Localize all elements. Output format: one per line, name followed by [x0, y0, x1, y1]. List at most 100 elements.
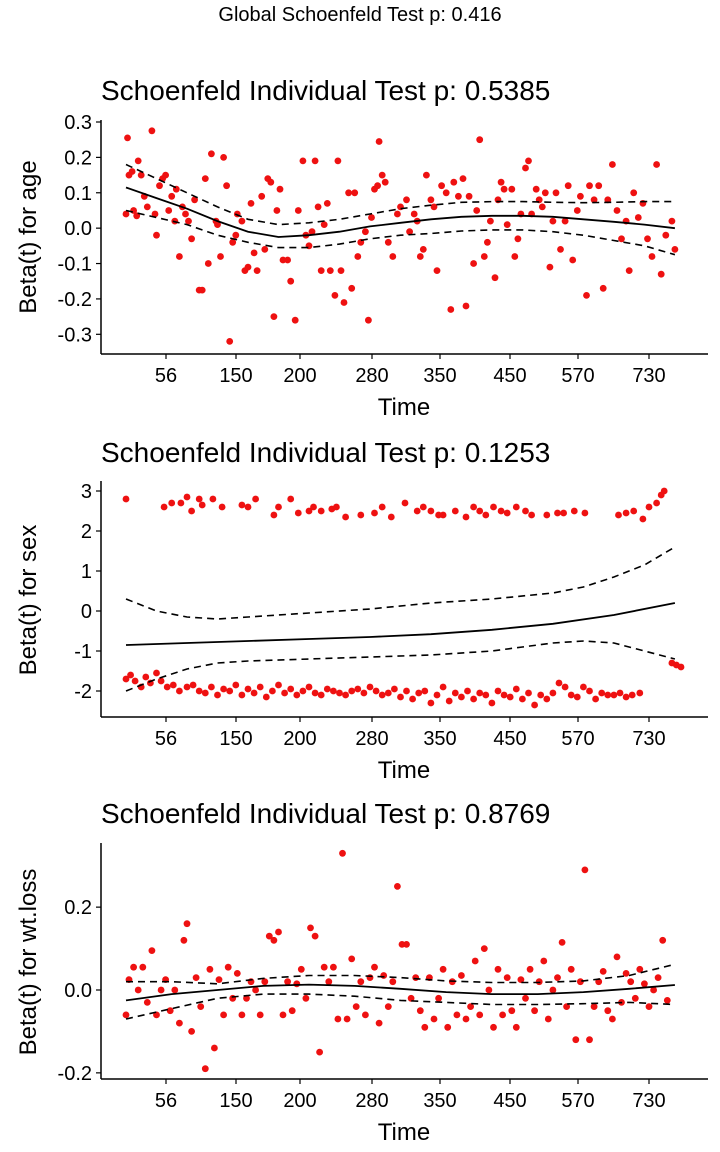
- x-tick-label: 150: [219, 728, 252, 750]
- data-point: [211, 1044, 218, 1052]
- data-point: [182, 210, 189, 218]
- data-point: [480, 945, 488, 952]
- data-point: [317, 507, 325, 515]
- data-point: [163, 683, 171, 691]
- data-point: [415, 689, 423, 697]
- data-point: [256, 683, 264, 691]
- data-point: [122, 210, 130, 218]
- data-point: [438, 182, 445, 190]
- data-point: [537, 691, 545, 699]
- data-point: [183, 683, 191, 691]
- data-point: [514, 235, 522, 243]
- data-point: [252, 495, 259, 503]
- data-point: [406, 228, 413, 236]
- data-point: [470, 503, 477, 511]
- data-point: [668, 217, 676, 225]
- data-point: [484, 238, 491, 246]
- data-point: [583, 292, 590, 299]
- data-point: [171, 986, 179, 994]
- data-point: [143, 999, 151, 1006]
- y-tick-label: 0.1: [64, 183, 92, 205]
- y-tick-label: 0: [81, 601, 92, 623]
- data-point: [476, 136, 484, 144]
- data-point: [427, 699, 435, 707]
- confidence-band-upper: [125, 546, 676, 620]
- data-point: [127, 671, 134, 679]
- data-point: [188, 1028, 196, 1035]
- data-point: [269, 687, 276, 695]
- data-point: [253, 267, 261, 274]
- y-tick-label: 2: [81, 521, 92, 543]
- data-point: [378, 171, 386, 179]
- data-point: [374, 182, 381, 190]
- data-point: [262, 693, 270, 701]
- data-point: [238, 217, 246, 225]
- data-point: [261, 246, 269, 253]
- fit-line: [125, 186, 676, 238]
- x-tick-label: 280: [355, 365, 388, 387]
- data-point: [348, 284, 356, 292]
- data-point: [567, 965, 575, 973]
- data-point: [671, 246, 679, 253]
- x-axis-title: Time: [378, 394, 430, 421]
- data-point: [531, 701, 538, 709]
- data-point: [444, 1023, 452, 1031]
- data-point: [525, 157, 532, 165]
- x-tick-label: 730: [632, 365, 665, 387]
- data-point: [214, 691, 221, 699]
- data-point: [362, 1011, 369, 1019]
- data-point: [634, 214, 642, 221]
- data-point: [590, 196, 598, 204]
- data-point: [609, 161, 616, 168]
- data-point: [244, 263, 252, 271]
- data-point: [247, 200, 255, 207]
- data-point: [540, 957, 548, 965]
- data-point: [586, 1036, 593, 1044]
- data-point: [570, 507, 578, 515]
- data-point: [613, 953, 621, 961]
- y-tick-label: -2: [74, 681, 92, 703]
- data-point: [490, 1023, 497, 1031]
- data-point: [599, 968, 607, 975]
- data-point: [218, 503, 226, 511]
- data-point: [618, 235, 625, 243]
- data-point: [270, 511, 278, 519]
- x-tick-label: 200: [283, 728, 316, 750]
- data-point: [340, 299, 348, 306]
- data-point: [137, 171, 145, 179]
- data-point: [421, 1023, 429, 1031]
- data-point: [153, 669, 160, 677]
- data-point: [267, 178, 275, 186]
- data-point: [416, 253, 424, 260]
- data-point: [538, 203, 546, 211]
- x-axis-title: Time: [378, 757, 430, 784]
- data-point: [458, 972, 465, 979]
- y-tick-label: 0.0: [64, 980, 92, 1002]
- data-point: [275, 503, 282, 511]
- data-point: [439, 683, 447, 691]
- data-point: [330, 687, 337, 695]
- data-point: [275, 681, 282, 689]
- data-point: [357, 978, 365, 986]
- data-point: [455, 192, 462, 200]
- x-tick-label: 730: [632, 1090, 665, 1112]
- data-point: [508, 185, 516, 193]
- data-point: [281, 689, 288, 697]
- data-point: [491, 274, 499, 282]
- data-point: [244, 685, 252, 693]
- data-point: [543, 511, 551, 519]
- data-point: [482, 511, 490, 519]
- data-point: [139, 963, 147, 971]
- data-point: [185, 217, 192, 225]
- data-point: [134, 157, 142, 165]
- data-point: [561, 217, 569, 225]
- data-point: [220, 1011, 228, 1019]
- data-point: [153, 231, 160, 239]
- data-point: [470, 695, 477, 703]
- data-point: [503, 221, 511, 229]
- data-point: [394, 883, 401, 890]
- data-point: [270, 936, 278, 944]
- data-point: [644, 235, 651, 243]
- data-point: [345, 189, 352, 197]
- data-point: [391, 685, 398, 693]
